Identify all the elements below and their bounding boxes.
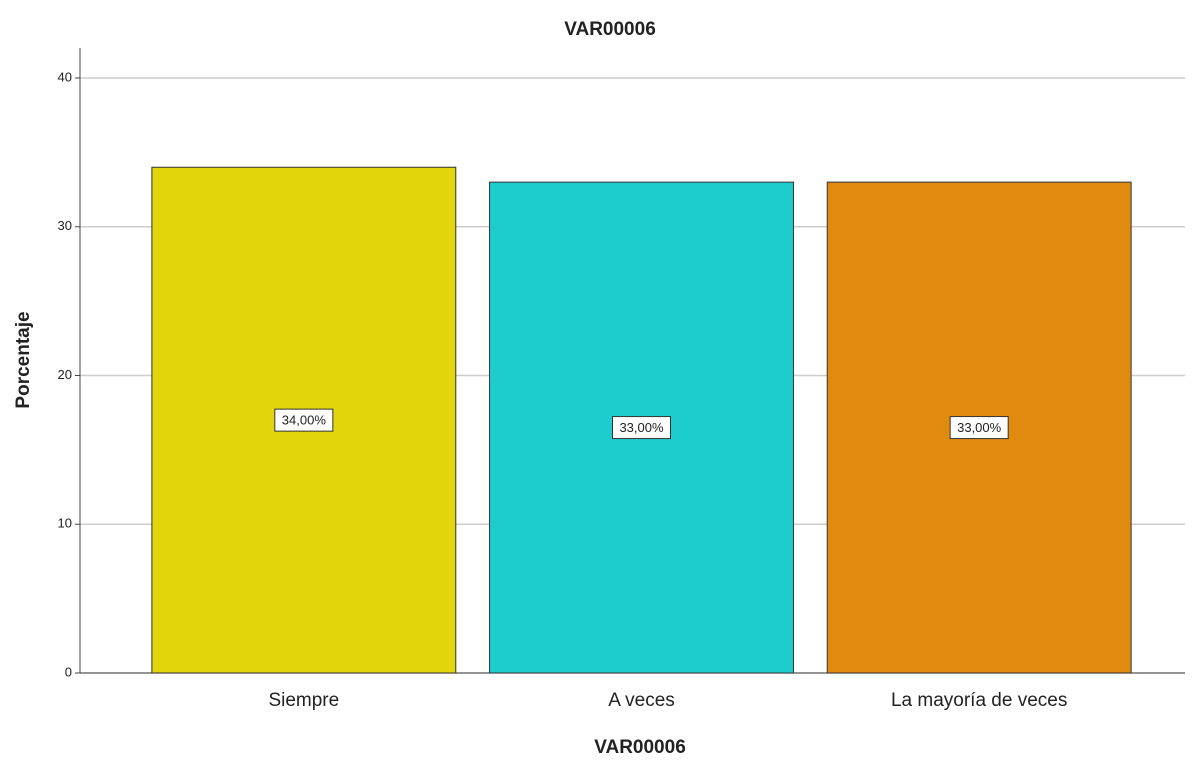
x-axis-label: VAR00006 xyxy=(594,737,686,758)
value-label-box xyxy=(949,416,1009,440)
y-tick-label: 0 xyxy=(65,664,72,679)
chart-title: VAR00006 xyxy=(564,19,656,40)
value-label-box xyxy=(274,408,334,432)
x-tick-label: A veces xyxy=(608,690,675,711)
value-label-box xyxy=(612,416,671,440)
x-tick-label: La mayoría de veces xyxy=(891,690,1067,711)
y-tick-label: 40 xyxy=(58,69,72,84)
value-label: 34,00% xyxy=(282,413,327,428)
x-tick-label: Siempre xyxy=(268,690,339,711)
value-label: 33,00% xyxy=(619,420,664,435)
value-label: 33,00% xyxy=(957,420,1002,435)
y-axis-label: Porcentaje xyxy=(13,311,34,408)
y-tick-label: 10 xyxy=(58,516,72,531)
y-tick-label: 30 xyxy=(58,218,72,233)
y-tick-label: 20 xyxy=(58,367,72,382)
